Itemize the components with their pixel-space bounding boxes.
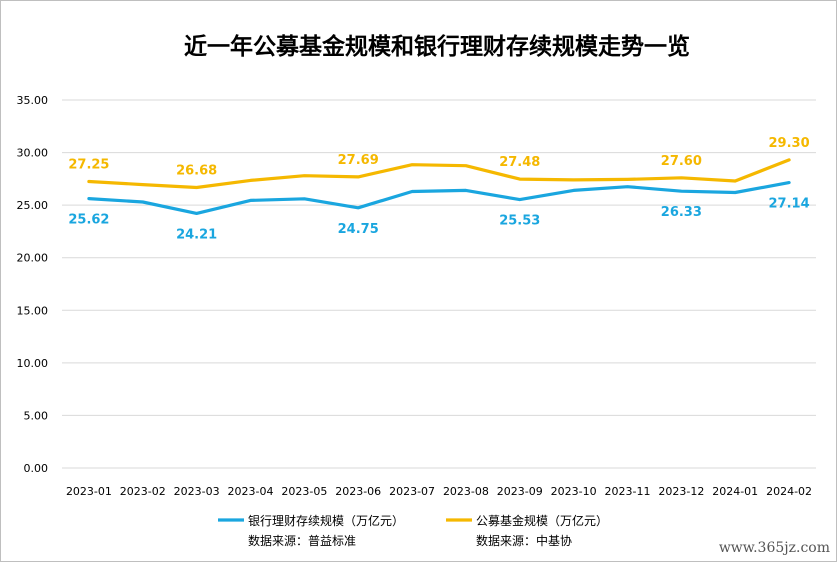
- x-tick-label: 2023-05: [281, 485, 327, 498]
- data-label: 25.62: [68, 213, 109, 228]
- x-tick-label: 2023-02: [120, 485, 166, 498]
- x-tick-label: 2023-10: [551, 485, 597, 498]
- x-tick-label: 2024-01: [712, 485, 758, 498]
- data-label: 24.75: [338, 222, 379, 237]
- x-tick-label: 2023-12: [658, 485, 704, 498]
- y-axis-ticks: 0.00 5.00 10.00 15.00 20.00 25.00 30.00 35.00: [17, 94, 49, 475]
- data-label: 27.25: [68, 157, 109, 172]
- series-line-0: [87, 181, 791, 215]
- x-tick-label: 2023-03: [174, 485, 220, 498]
- chart-title: 近一年公募基金规模和银行理财存续规模走势一览: [184, 33, 690, 60]
- data-labels: 25.62 24.21 24.75 25.53 26.33 27.14 27.25 26.68…: [68, 136, 809, 243]
- grid-lines: [62, 99, 816, 469]
- data-label: 27.60: [661, 154, 702, 169]
- x-tick-label: 2023-06: [335, 485, 381, 498]
- source-note: 数据来源：中基协: [476, 533, 572, 548]
- x-tick-label: 2023-11: [605, 485, 651, 498]
- watermark-text: www.365jz.com: [719, 540, 830, 556]
- source-note: 数据来源：普益标准: [248, 533, 356, 548]
- data-label: 27.69: [338, 153, 379, 168]
- data-label: 27.48: [499, 155, 540, 170]
- x-axis-ticks: 2023-01 2023-02 2023-03 2023-04 2023-05 2023-…: [66, 485, 812, 498]
- data-label: 26.33: [661, 205, 702, 220]
- series-lines: [87, 158, 791, 215]
- y-tick-label: 35.00: [17, 94, 49, 107]
- data-label: 25.53: [499, 214, 540, 229]
- x-tick-label: 2023-09: [497, 485, 543, 498]
- data-label: 24.21: [176, 227, 217, 242]
- y-tick-label: 10.00: [17, 357, 49, 370]
- data-label: 29.30: [769, 136, 810, 151]
- y-tick-label: 25.00: [17, 199, 49, 212]
- x-tick-label: 2023-04: [228, 485, 274, 498]
- y-tick-label: 20.00: [17, 252, 49, 265]
- x-tick-label: 2023-08: [443, 485, 489, 498]
- y-tick-label: 15.00: [17, 304, 49, 317]
- y-tick-label: 5.00: [24, 409, 49, 422]
- x-tick-label: 2024-02: [766, 485, 812, 498]
- legend-label: 公募基金规模（万亿元）: [476, 513, 608, 528]
- y-tick-label: 0.00: [24, 462, 49, 475]
- x-tick-label: 2023-07: [389, 485, 435, 498]
- y-tick-label: 30.00: [17, 147, 49, 160]
- legend: 银行理财存续规模（万亿元） 数据来源：普益标准 公募基金规模（万亿元） 数据来源：中基…: [218, 513, 608, 548]
- data-label: 27.14: [769, 197, 810, 212]
- data-label: 26.68: [176, 163, 217, 178]
- legend-label: 银行理财存续规模（万亿元）: [248, 513, 404, 528]
- series-line-1: [87, 158, 791, 190]
- x-tick-label: 2023-01: [66, 485, 112, 498]
